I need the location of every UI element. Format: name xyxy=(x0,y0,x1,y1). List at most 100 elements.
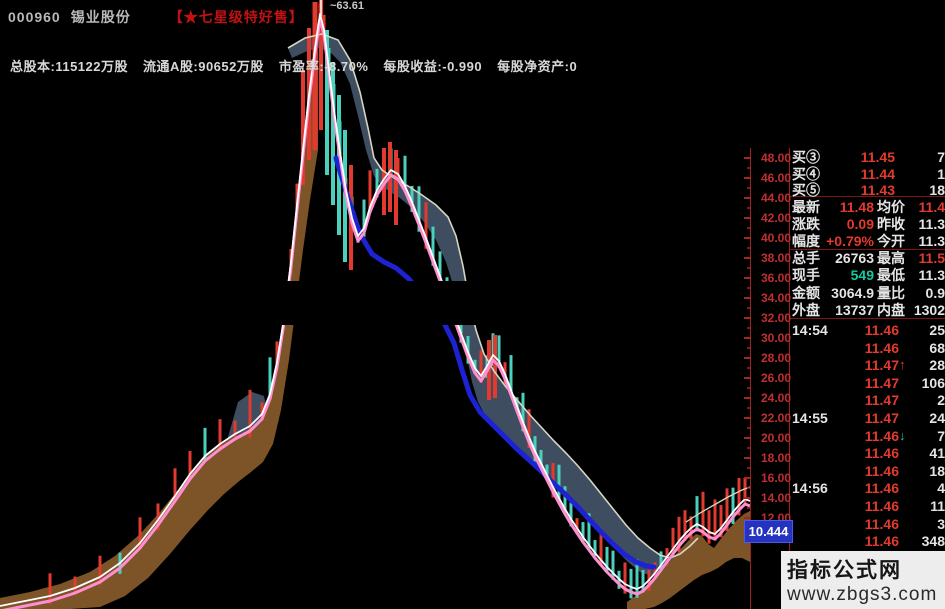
tick-time: 14:56 xyxy=(792,480,828,497)
tick-price: 11.46 xyxy=(864,445,899,462)
stat-value: 3064.9 xyxy=(831,284,874,301)
tick-price: 11.46 xyxy=(864,515,899,532)
tick-row: 11.46 18 xyxy=(792,463,945,479)
stat-row: 幅度 +0.79% 今开 11.3 xyxy=(792,233,945,249)
scale-label: 18.00 xyxy=(760,451,791,465)
stat-row: 总手 26763 最高 11.5 xyxy=(792,250,945,266)
stat-label: 金额 xyxy=(792,284,820,301)
bid-row[interactable]: 买③ 11.45 7 xyxy=(792,149,945,165)
tick-volume: 4 xyxy=(937,480,945,497)
stat-value: 11.5 xyxy=(918,250,945,267)
tick-price: 11.47 xyxy=(864,410,899,426)
tick-row: 11.46 ↓ 7 xyxy=(792,428,945,444)
tick-time: 14:54 xyxy=(792,322,828,338)
tick-volume: 106 xyxy=(921,374,945,391)
censor-box-chart xyxy=(270,281,672,325)
stat-label: 量比 xyxy=(877,284,905,301)
watermark: 指标公式网 www.zbgs3.com xyxy=(781,551,945,609)
tick-price: 11.46 xyxy=(864,322,899,338)
tick-volume: 18 xyxy=(929,462,945,479)
stat-value: 11.48 xyxy=(839,199,874,215)
tick-price: 11.46 xyxy=(864,462,899,479)
stat-label: 均价 xyxy=(877,199,905,215)
tick-price: 11.47 xyxy=(864,392,899,409)
tick-row: 11.46 3 xyxy=(792,516,945,532)
tick-row: 11.47 106 xyxy=(792,375,945,391)
panel-divider xyxy=(790,249,945,250)
stat-value: 549 xyxy=(850,267,874,284)
tick-volume: 11 xyxy=(930,498,945,514)
panel-divider xyxy=(790,196,945,197)
stat-row: 最新 11.48 均价 11.4 xyxy=(792,199,945,215)
stat-value: 11.3 xyxy=(918,216,945,233)
scale-label: 14.00 xyxy=(760,491,791,505)
scale-label: 40.00 xyxy=(760,231,791,245)
tick-row: 14:55 11.47 24 xyxy=(792,410,945,426)
scale-label: 38.00 xyxy=(760,251,791,265)
tick-volume: 25 xyxy=(929,322,945,338)
fundamental-item: 总股本:115122万股 xyxy=(10,59,128,74)
scale-label: 36.00 xyxy=(760,271,791,285)
price-axis-line xyxy=(750,148,751,609)
tick-row: 11.46 11 xyxy=(792,498,945,514)
stat-label: 幅度 xyxy=(792,233,820,250)
tick-volume: 7 xyxy=(937,427,945,444)
bid-price: 11.43 xyxy=(860,182,895,198)
stat-value: 11.3 xyxy=(918,233,945,250)
stat-row: 涨跌 0.09 昨收 11.3 xyxy=(792,216,945,232)
stat-value: 11.3 xyxy=(918,267,945,284)
up-arrow-icon: ↑ xyxy=(899,357,906,373)
tick-row: 11.47 ↑ 28 xyxy=(792,357,945,373)
tick-volume: 3 xyxy=(937,515,945,532)
stock-name: 锡业股份 xyxy=(70,9,131,25)
bid-row[interactable]: 买④ 11.44 1 xyxy=(792,166,945,182)
tick-row: 11.46 348 xyxy=(792,533,945,549)
tick-volume: 24 xyxy=(929,410,945,426)
scale-label: 42.00 xyxy=(760,211,791,225)
stat-row: 外盘 13737 内盘 1302 xyxy=(792,302,945,318)
watermark-title: 指标公式网 xyxy=(787,559,902,582)
stat-value: +0.79% xyxy=(826,233,874,250)
stat-row: 金额 3064.9 量比 0.9 xyxy=(792,285,945,301)
stat-value: 26763 xyxy=(835,250,874,267)
tick-row: 11.47 2 xyxy=(792,392,945,408)
fundamental-item: 每股收益:-0.990 xyxy=(383,59,483,74)
bid-price: 11.44 xyxy=(860,165,895,182)
censor-box-top-right xyxy=(608,40,945,148)
scale-label: 28.00 xyxy=(760,351,791,365)
stat-label: 现手 xyxy=(792,267,820,284)
stat-value: 1302 xyxy=(913,301,945,318)
scale-label: 48.00 xyxy=(760,151,791,165)
tick-row: 14:56 11.46 4 xyxy=(792,480,945,496)
stat-label: 涨跌 xyxy=(792,216,820,233)
stat-label: 最低 xyxy=(877,267,905,284)
tick-row: 14:54 11.46 25 xyxy=(792,322,945,338)
bid-quantity: 18 xyxy=(929,182,945,198)
tick-row: 11.46 68 xyxy=(792,340,945,356)
stock-header: 000960 锡业股份 【★七星级特好售】 xyxy=(8,7,304,27)
tick-price: 11.46 xyxy=(864,533,899,550)
stat-row: 现手 549 最低 11.3 xyxy=(792,267,945,283)
fundamental-item: 市盈率:-8.70% xyxy=(278,59,369,74)
tick-price: 11.46 xyxy=(864,339,899,356)
fundamentals-bar: 总股本:115122万股 流通A股:90652万股 市盈率:-8.70% 每股收益:-… xyxy=(10,56,592,75)
fundamental-item: 每股净资产:0 xyxy=(497,59,578,74)
fundamental-item: 流通A股:90652万股 xyxy=(143,59,264,74)
scale-label: 46.00 xyxy=(760,171,791,185)
stat-value: 13737 xyxy=(835,301,874,318)
current-price-marker: 10.444 xyxy=(744,520,793,543)
tick-price: 11.46 xyxy=(864,427,899,444)
stat-value: 11.4 xyxy=(918,199,945,215)
bid-label: 买④ xyxy=(792,165,820,182)
panel-separator-line xyxy=(789,148,790,551)
stat-label: 外盘 xyxy=(792,301,820,318)
scale-label: 44.00 xyxy=(760,191,791,205)
tick-volume: 2 xyxy=(937,392,945,409)
bid-row[interactable]: 买⑤ 11.43 18 xyxy=(792,182,945,198)
peak-price-label: ~63.61 xyxy=(330,0,364,12)
stat-value: 0.9 xyxy=(925,284,945,301)
stat-label: 内盘 xyxy=(877,301,905,318)
tick-volume: 348 xyxy=(921,533,945,550)
